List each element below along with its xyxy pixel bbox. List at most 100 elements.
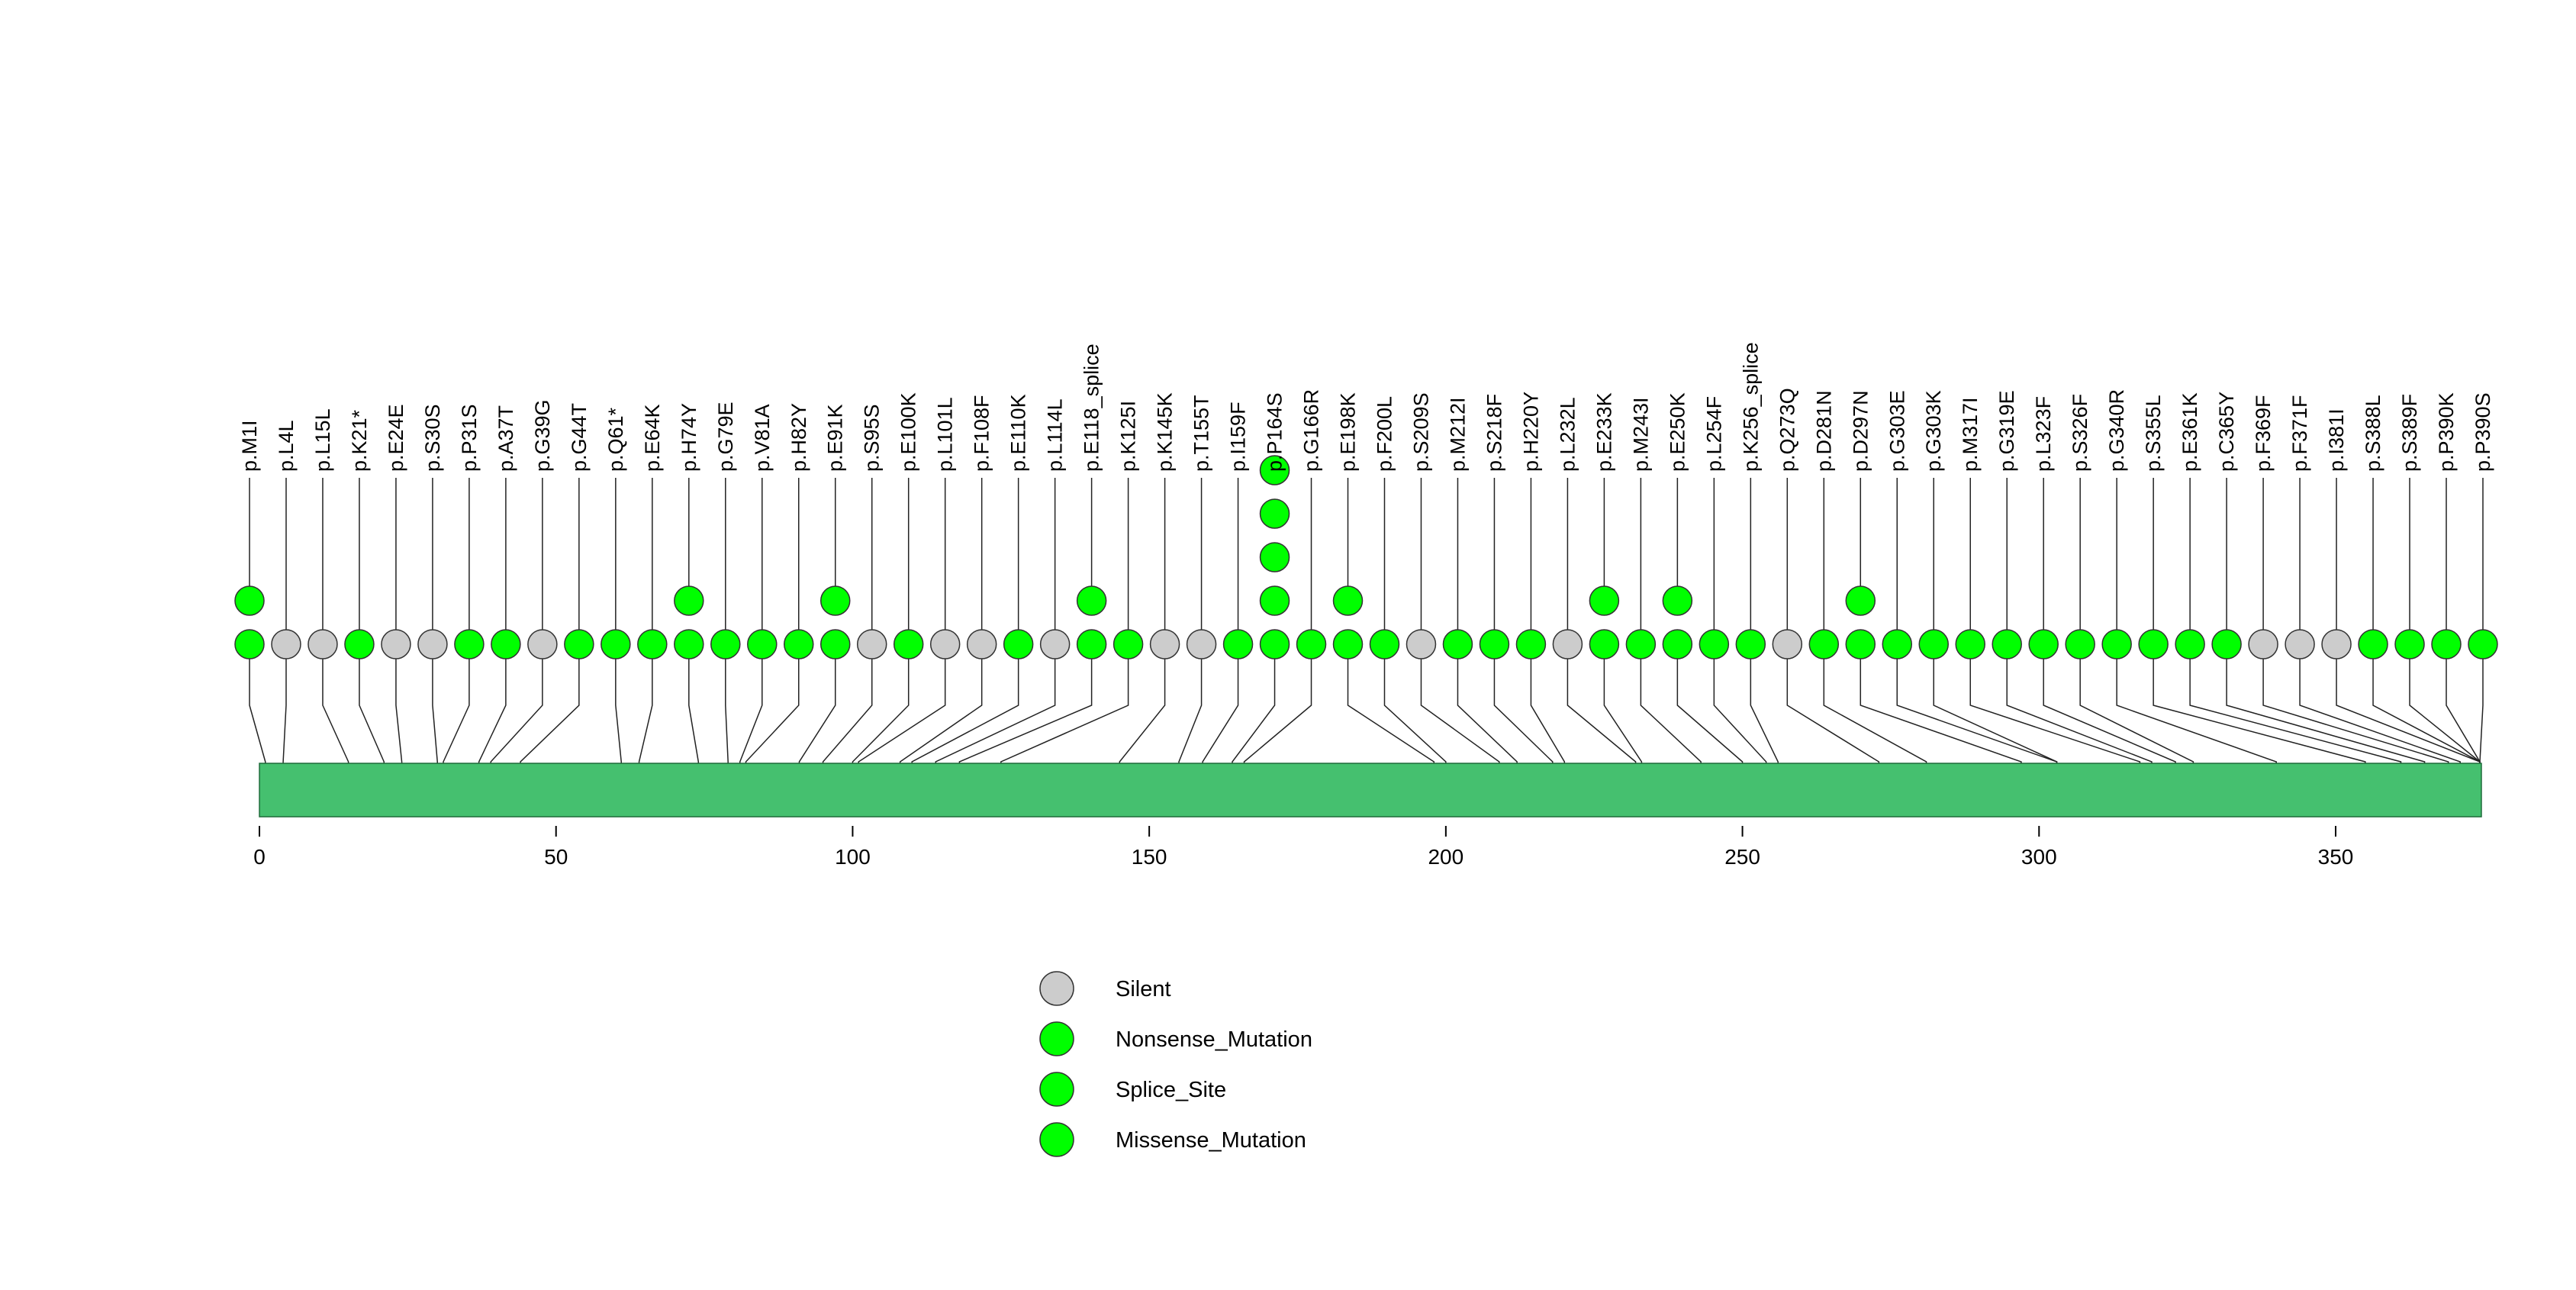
mutation-label: p.Q61* (604, 407, 627, 472)
mutation-label: p.K21* (348, 409, 371, 472)
mutation-dot (2285, 629, 2315, 660)
mutation-label: p.E100K (897, 392, 920, 472)
mutation-labels: p.M1I p.L4L p.L15L p.K21* p.E24E p.S30S p.P31S… (238, 342, 2494, 472)
mutation-dot (234, 585, 265, 616)
mutation-dot (1625, 629, 1657, 660)
mutation-dot (1772, 629, 1803, 660)
mutation-label: p.S326F (2069, 394, 2091, 472)
mutation-dot (1845, 585, 1876, 616)
mutation-dot (234, 629, 265, 660)
mutation-label: p.I381I (2325, 408, 2348, 472)
mutation-dot (1222, 629, 1254, 660)
mutation-label: p.E110K (1007, 394, 1030, 472)
mutation-label: p.V81A (751, 404, 774, 472)
mutation-dot (784, 629, 814, 660)
mutation-dot (2431, 629, 2462, 660)
mutation-dot (271, 629, 301, 660)
mutation-label: p.Q273Q (1776, 388, 1798, 472)
mutation-dot (2028, 629, 2059, 660)
mutation-label: p.S355L (2142, 395, 2165, 472)
x-tick-label: 150 (1132, 845, 1167, 869)
mutation-dot (1662, 629, 1693, 660)
mutation-dot (856, 629, 887, 660)
mutation-dot (1296, 629, 1327, 660)
mutation-dot (637, 629, 668, 660)
mutation-label: p.S30S (421, 404, 444, 472)
x-tick-label: 250 (1724, 845, 1760, 869)
mutation-label: p.G39G (531, 399, 554, 472)
legend-marker (1039, 971, 1074, 1006)
mutation-label: p.L323F (2032, 396, 2055, 472)
mutation-dot (1552, 629, 1583, 660)
mutation-dot (1699, 629, 1730, 660)
mutation-label: p.M212I (1446, 397, 1469, 472)
mutation-dot (747, 629, 778, 660)
mutation-label: p.P390S (2471, 392, 2494, 472)
mutation-label: p.F369F (2252, 395, 2275, 472)
mutation-dot (491, 629, 521, 660)
mutation-label: p.L114L (1044, 398, 1067, 472)
legend-label: Splice_Site (1116, 1078, 1226, 1102)
legend-marker (1039, 1122, 1074, 1157)
mutation-label: p.M317I (1959, 397, 1982, 472)
mutation-dot (308, 629, 338, 660)
mutation-dot (381, 629, 411, 660)
mutation-label: p.K145K (1154, 392, 1177, 472)
mutation-label: p.P390K (2435, 392, 2458, 472)
x-axis: 0 50 100 150 200 250 300 350 (253, 826, 2353, 869)
mutation-label: p.L254F (1702, 396, 1725, 472)
mutation-label: p.D297N (1849, 390, 1872, 472)
mutation-dot (2248, 629, 2278, 660)
mutation-label: p.S95S (861, 404, 884, 472)
mutation-label: p.L232L (1556, 397, 1579, 472)
mutation-label: p.G303E (1885, 390, 1908, 472)
mutation-dot (819, 585, 851, 616)
mutation-dot (454, 629, 485, 660)
mutation-dot (2101, 629, 2132, 660)
mutation-dot (601, 629, 631, 660)
mutation-dot (1259, 498, 1290, 529)
mutation-dot (1589, 585, 1620, 616)
mutation-dot (1589, 629, 1620, 660)
mutation-dot (966, 629, 997, 660)
mutation-dot (2358, 629, 2388, 660)
mutation-dot (1149, 629, 1180, 660)
mutation-label: p.H82Y (787, 403, 810, 472)
mutation-dot (1003, 629, 1034, 660)
mutation-dot (1735, 629, 1766, 660)
mutation-dot (2175, 629, 2205, 660)
x-tick-label: 100 (835, 845, 871, 869)
mutation-label: p.M1I (238, 420, 261, 472)
mutation-label: p.E250K (1666, 392, 1689, 472)
mutation-dot (1992, 629, 2022, 660)
mutation-dot (1369, 629, 1400, 660)
protein-bar (259, 763, 2482, 818)
mutation-dot (2468, 629, 2498, 660)
mutation-dot (1039, 629, 1071, 660)
mutation-label: p.L101L (934, 397, 957, 472)
mutation-dot (929, 629, 961, 660)
mutation-dot (1259, 629, 1290, 660)
mutation-label: p.E361K (2178, 392, 2201, 472)
mutation-dot (1918, 629, 1949, 660)
mutation-label: p.G319E (1995, 390, 2018, 472)
mutation-label: p.S389F (2398, 394, 2421, 472)
mutation-label: p.E91K (824, 404, 847, 472)
mutation-label: p.G303K (1922, 390, 1945, 472)
mutation-label: p.G79E (714, 402, 737, 472)
mutation-dot (674, 585, 704, 616)
mutation-dot (2211, 629, 2242, 660)
x-tick-label: 0 (253, 845, 266, 869)
legend-marker (1039, 1072, 1074, 1107)
mutation-dot (564, 629, 594, 660)
mutation-label: p.F371F (2288, 395, 2311, 472)
lollipop-stems (249, 470, 2484, 644)
mutation-dot (1259, 455, 1290, 485)
mutation-dot (527, 629, 558, 660)
mutation-dot (1406, 629, 1437, 660)
mutation-label: p.T155T (1190, 395, 1213, 472)
mutation-dot (674, 629, 704, 660)
mutation-label: p.G340R (2105, 389, 2128, 472)
mutation-dot (1076, 585, 1107, 616)
mutation-dot (1515, 629, 1547, 660)
